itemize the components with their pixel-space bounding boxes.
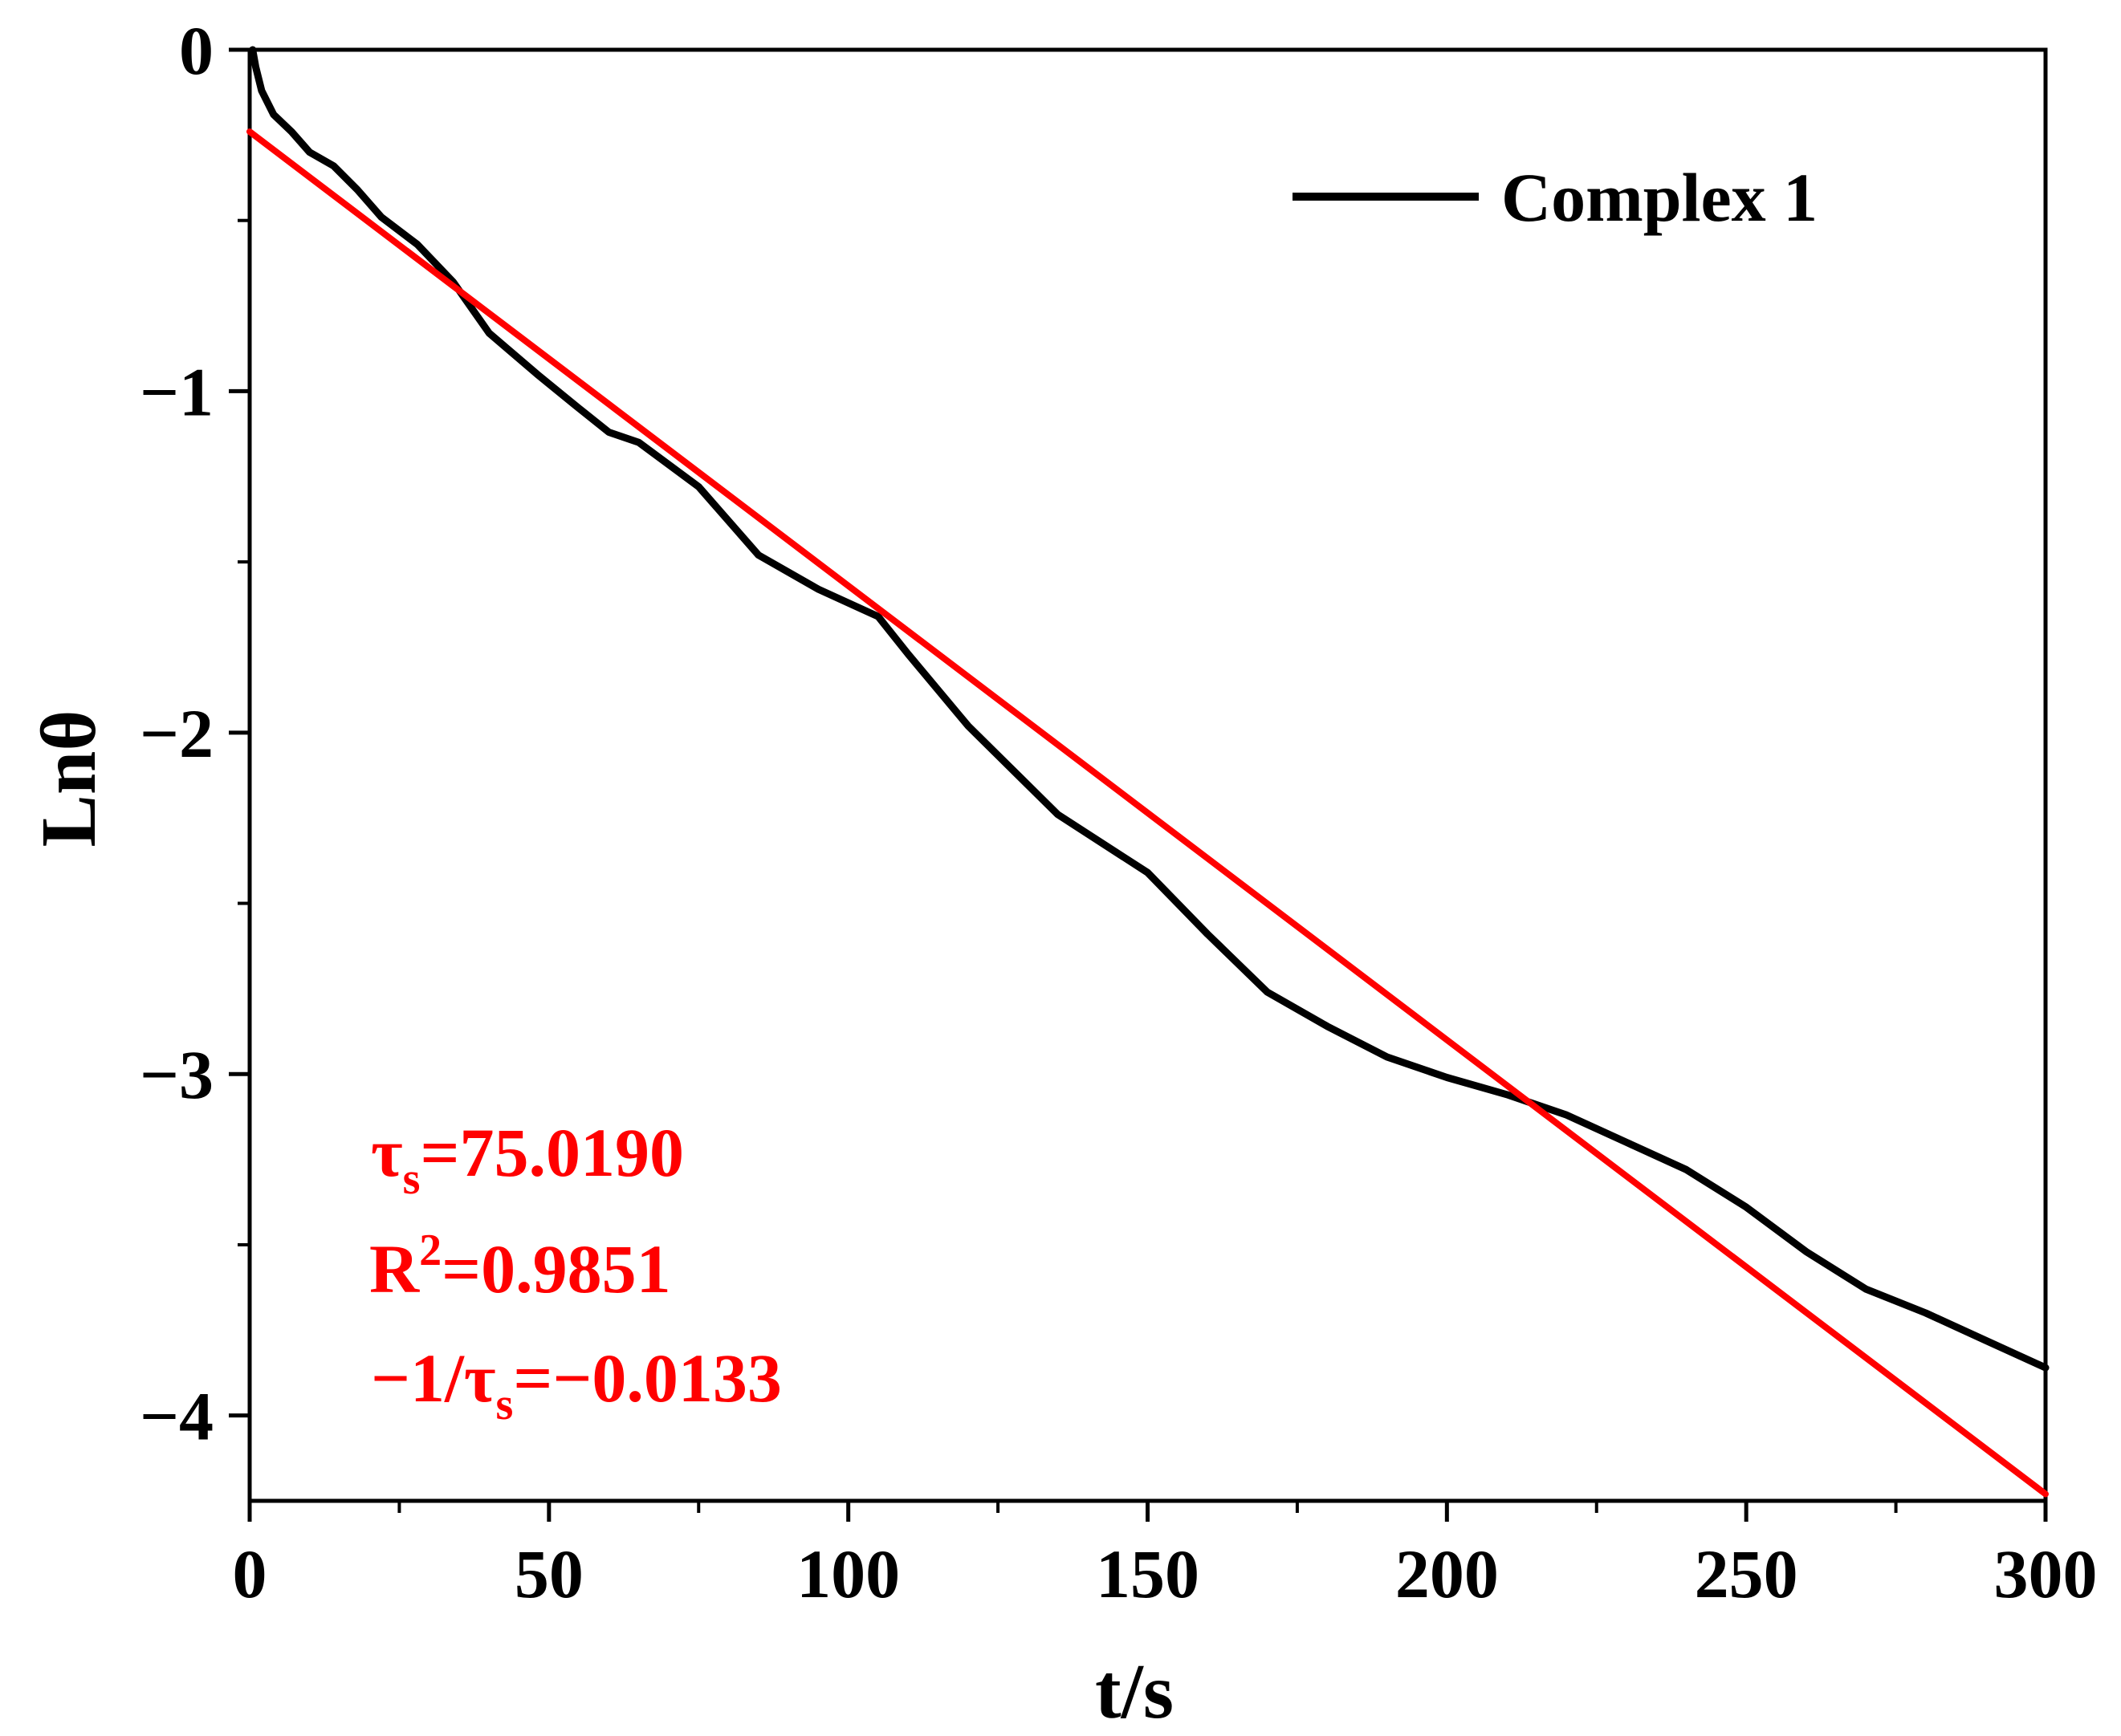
y-axis-title: Lnθ: [26, 709, 112, 847]
annotation-tau-value: =75.0190: [420, 1114, 684, 1191]
annotation-slope-symbol: −1/τ: [371, 1340, 496, 1417]
x-tick-label: 0: [233, 1535, 267, 1612]
x-tick-label: 100: [796, 1535, 900, 1612]
series-lines: [246, 46, 2050, 1498]
annotation-slope-value: =−0.0133: [513, 1340, 782, 1417]
y-tick-label: −1: [140, 353, 214, 430]
x-tick-label: 50: [515, 1535, 584, 1612]
fit-annotation: τs=75.0190 R2=0.9851 −1/τs=−0.0133: [369, 1114, 782, 1429]
annotation-r-squared-value: =0.9851: [442, 1230, 671, 1307]
y-tick-label: −2: [140, 695, 214, 772]
annotation-tau-symbol: τ: [371, 1114, 403, 1191]
x-tick-label: 200: [1395, 1535, 1499, 1612]
x-tick-label: 150: [1096, 1535, 1199, 1612]
y-tick-labels: 0 −1 −2 −3 −4: [140, 12, 214, 1455]
y-tick-label: −4: [140, 1378, 214, 1455]
annotation-slope: −1/τs=−0.0133: [371, 1340, 782, 1429]
annotation-slope-subscript: s: [496, 1380, 514, 1429]
y-tick-label: 0: [179, 12, 214, 89]
x-tick-label: 300: [1994, 1535, 2098, 1612]
legend-label-complex-1: Complex 1: [1501, 159, 1818, 236]
annotation-r-squared: R2=0.9851: [369, 1226, 671, 1307]
annotation-r-symbol: R: [369, 1230, 420, 1307]
series-line-linear-fit: [246, 128, 2049, 1498]
y-tick-label: −3: [140, 1036, 214, 1113]
annotation-tau: τs=75.0190: [371, 1114, 684, 1204]
minor-ticks: [238, 218, 1898, 1513]
major-ticks: [229, 47, 2048, 1522]
x-axis-title: t/s: [1095, 1649, 1174, 1735]
annotation-tau-subscript: s: [403, 1154, 421, 1204]
x-tick-labels: 0 50 100 150 200 250 300: [233, 1535, 2098, 1612]
annotation-r-superscript: 2: [419, 1226, 442, 1275]
x-tick-label: 250: [1695, 1535, 1798, 1612]
legend: Complex 1: [1293, 159, 1818, 236]
series-line-complex-1: [249, 46, 2050, 1372]
